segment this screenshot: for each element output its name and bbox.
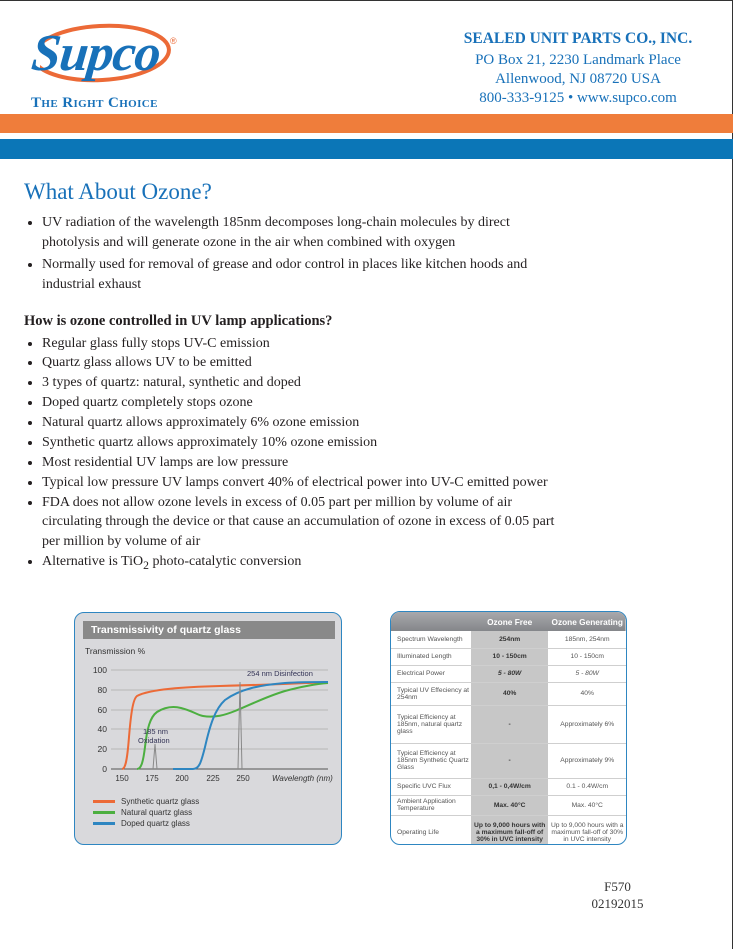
svg-text:Wavelength (nm): Wavelength (nm): [272, 774, 333, 783]
svg-text:150: 150: [115, 774, 129, 783]
svg-text:200: 200: [175, 774, 189, 783]
svg-text:225: 225: [206, 774, 220, 783]
svg-text:175: 175: [145, 774, 159, 783]
svg-text:Oxidation: Oxidation: [138, 736, 170, 745]
svg-text:250: 250: [236, 774, 250, 783]
svg-text:20: 20: [98, 744, 108, 754]
svg-text:0: 0: [102, 764, 107, 774]
svg-text:100: 100: [93, 665, 107, 675]
svg-text:254 nm Disinfection: 254 nm Disinfection: [247, 669, 313, 678]
svg-text:40: 40: [98, 724, 108, 734]
svg-text:185 nm: 185 nm: [143, 727, 168, 736]
svg-text:80: 80: [98, 685, 108, 695]
svg-text:60: 60: [98, 705, 108, 715]
